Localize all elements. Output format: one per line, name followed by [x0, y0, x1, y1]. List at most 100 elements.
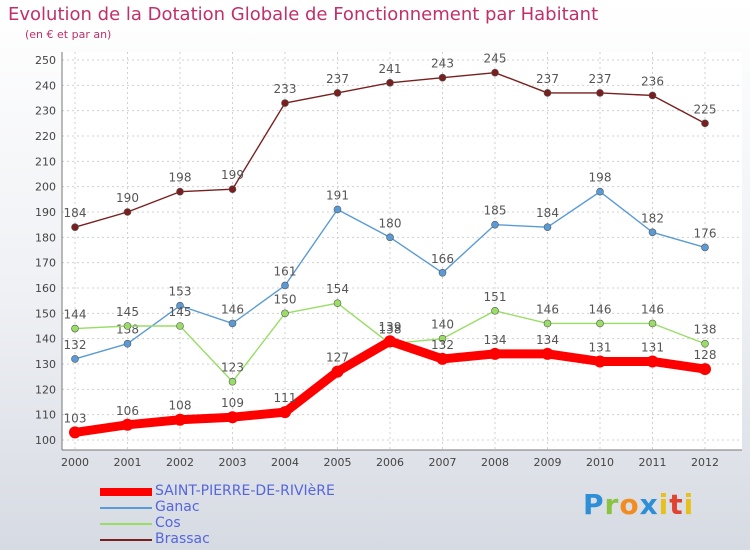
y-tick-label-3: 130: [35, 358, 56, 371]
data-point-saint-pierre-de-rivi-re-0: [69, 426, 81, 439]
data-label-brassac-9: 237: [536, 72, 559, 86]
data-point-cos-10: [596, 319, 604, 328]
data-label-ganac-7: 166: [431, 252, 454, 266]
data-label-ganac-5: 191: [326, 188, 349, 202]
data-label-cos-7: 140: [431, 318, 454, 332]
y-tick-label-14: 240: [35, 79, 56, 92]
x-tick-label-3: 2003: [219, 456, 247, 469]
data-point-cos-7: [438, 334, 447, 343]
x-tick-label-8: 2008: [481, 456, 509, 469]
y-tick-label-13: 230: [35, 105, 56, 118]
data-label-brassac-5: 237: [326, 72, 349, 86]
data-point-ganac-3: [228, 319, 237, 328]
data-label-cos-12: 138: [694, 323, 717, 337]
legend-label-ganac: Ganac: [155, 499, 200, 515]
y-tick-label-7: 170: [35, 257, 56, 270]
data-label-ganac-12: 176: [694, 226, 717, 240]
data-label-saint-pierre-de-rivi-re-8: 134: [484, 333, 507, 347]
data-label-saint-pierre-de-rivi-re-9: 134: [536, 333, 559, 347]
x-tick-label-6: 2006: [376, 456, 404, 469]
legend-swatch-ganac: [100, 507, 152, 509]
y-tick-label-12: 220: [35, 130, 56, 143]
x-tick-label-12: 2012: [691, 456, 719, 469]
data-label-brassac-6: 241: [379, 62, 402, 76]
data-point-saint-pierre-de-rivi-re-5: [331, 365, 344, 378]
x-tick-label-0: 2000: [61, 456, 89, 469]
data-point-saint-pierre-de-rivi-re-9: [541, 347, 554, 360]
data-label-brassac-3: 199: [221, 168, 244, 182]
y-tick-label-5: 150: [35, 307, 56, 320]
data-point-ganac-6: [386, 233, 394, 242]
x-tick-label-4: 2004: [271, 456, 299, 469]
y-tick-label-6: 160: [35, 282, 56, 295]
data-label-cos-10: 146: [589, 302, 612, 316]
data-label-cos-1: 145: [116, 305, 139, 319]
data-point-cos-12: [701, 339, 709, 348]
data-point-brassac-9: [543, 89, 552, 97]
data-point-brassac-10: [596, 89, 604, 97]
y-tick-label-9: 190: [35, 206, 56, 219]
legend-label-saint-pierre: SAINT-PIERRE-DE-RIVIèRE: [155, 483, 335, 499]
data-label-ganac-0: 132: [64, 338, 87, 352]
data-point-ganac-5: [333, 205, 342, 214]
data-point-brassac-12: [701, 119, 709, 128]
data-label-ganac-9: 184: [536, 206, 559, 220]
data-label-cos-2: 145: [169, 305, 192, 319]
legend-swatch-brassac: [100, 539, 152, 541]
data-label-saint-pierre-de-rivi-re-1: 106: [116, 404, 139, 418]
y-tick-label-1: 110: [35, 409, 56, 422]
y-tick-label-10: 200: [35, 181, 56, 194]
y-tick-label-15: 250: [35, 54, 56, 67]
data-label-cos-6: 138: [379, 323, 402, 337]
chart-subtitle: (en € et par an): [25, 28, 112, 41]
plot-area: [62, 52, 742, 450]
data-label-cos-9: 146: [536, 302, 559, 316]
data-point-ganac-12: [701, 243, 709, 252]
data-point-brassac-6: [386, 79, 394, 87]
data-point-brassac-7: [438, 73, 447, 82]
data-label-saint-pierre-de-rivi-re-12: 128: [694, 348, 717, 362]
legend-label-cos: Cos: [155, 515, 181, 531]
legend-swatch-cos: [100, 523, 152, 525]
data-point-ganac-4: [281, 281, 289, 290]
data-label-saint-pierre-de-rivi-re-11: 131: [641, 340, 664, 354]
x-tick-label-7: 2007: [429, 456, 457, 469]
data-point-cos-8: [491, 306, 499, 315]
data-point-brassac-3: [228, 185, 237, 193]
data-label-brassac-7: 243: [431, 57, 454, 71]
data-label-brassac-8: 245: [484, 52, 507, 66]
x-tick-label-11: 2011: [639, 456, 667, 469]
x-tick-label-10: 2010: [586, 456, 614, 469]
data-label-cos-11: 146: [641, 302, 664, 316]
chart-title: Evolution de la Dotation Globale de Fonc…: [8, 4, 599, 25]
data-point-ganac-1: [123, 339, 132, 348]
x-tick-label-1: 2001: [114, 456, 142, 469]
data-point-cos-9: [543, 319, 552, 328]
x-tick-label-5: 2005: [324, 456, 352, 469]
y-tick-label-11: 210: [35, 155, 56, 168]
data-point-saint-pierre-de-rivi-re-12: [699, 363, 711, 376]
data-point-ganac-2: [176, 301, 184, 310]
data-label-ganac-2: 153: [169, 285, 192, 299]
data-label-saint-pierre-de-rivi-re-4: 111: [274, 391, 297, 405]
data-point-brassac-8: [491, 68, 499, 77]
data-point-cos-0: [71, 324, 79, 333]
data-label-cos-5: 154: [326, 282, 349, 296]
data-label-cos-4: 150: [274, 292, 297, 306]
y-tick-label-4: 140: [35, 333, 56, 346]
data-point-saint-pierre-de-rivi-re-7: [436, 352, 449, 365]
data-point-brassac-5: [333, 89, 342, 97]
data-point-saint-pierre-de-rivi-re-6: [384, 335, 396, 348]
data-point-brassac-0: [71, 223, 79, 231]
data-label-brassac-2: 198: [169, 171, 192, 185]
data-label-brassac-1: 190: [116, 191, 139, 205]
y-tick-label-0: 100: [35, 434, 56, 447]
data-label-brassac-0: 184: [64, 206, 87, 220]
data-point-ganac-11: [648, 228, 657, 237]
data-label-ganac-3: 146: [221, 302, 244, 316]
data-point-saint-pierre-de-rivi-re-2: [174, 413, 186, 426]
data-label-saint-pierre-de-rivi-re-5: 127: [326, 351, 349, 365]
data-point-cos-5: [333, 299, 342, 308]
data-label-ganac-8: 185: [484, 204, 507, 218]
